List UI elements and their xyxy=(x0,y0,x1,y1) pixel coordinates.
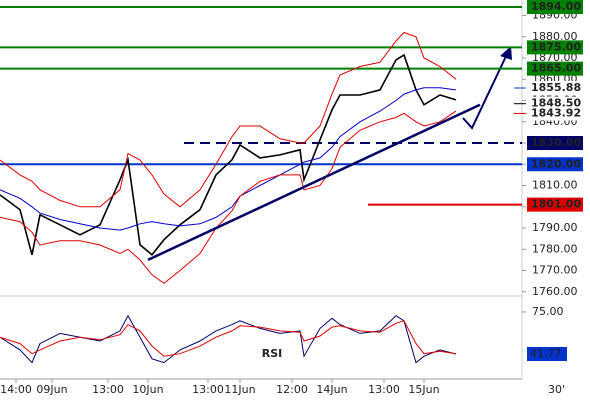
level-label-bg xyxy=(527,157,583,172)
x-tick-label: 14Jun xyxy=(316,383,347,396)
rsi-tick-label: 75.00 xyxy=(532,305,564,318)
x-tick-label: 11Jun xyxy=(224,383,255,396)
level-label-bg xyxy=(527,81,583,96)
level-label: 1855.88 xyxy=(531,81,581,94)
level-label: 1894.00 xyxy=(531,0,581,13)
x-tick-label: 15Jun xyxy=(408,383,439,396)
level-label: 1843.92 xyxy=(531,106,581,119)
rsi-last-bg xyxy=(527,346,567,361)
level-label-bg xyxy=(527,61,583,76)
forecast-arrow xyxy=(462,51,509,130)
price-line xyxy=(0,87,457,231)
level-label: 1865.00 xyxy=(531,62,581,75)
x-tick-label: 14:00 xyxy=(0,383,32,396)
x-tick-label: 13:00 xyxy=(192,383,224,396)
rsi-label: RSI xyxy=(262,347,283,360)
level-label-bg xyxy=(527,106,583,121)
x-unit-label: 30' xyxy=(548,383,565,396)
rsi-last-label: 41.77 xyxy=(530,347,562,360)
x-tick-label: 12:00 xyxy=(276,383,308,396)
y-tick-label: 1790.00 xyxy=(532,221,578,234)
x-tick-label: 09Jun xyxy=(36,383,67,396)
level-label-bg xyxy=(527,136,583,151)
level-label-bg xyxy=(527,0,583,15)
forecast-arrow-head xyxy=(500,46,512,60)
y-tick-label: 1810.00 xyxy=(532,179,578,192)
level-label: 1830.00 xyxy=(531,136,581,149)
rsi-line xyxy=(0,320,457,357)
level-label: 1820.00 xyxy=(531,157,581,170)
x-tick-label: 13:00 xyxy=(368,383,400,396)
x-tick-label: 10Jun xyxy=(132,383,163,396)
y-tick-label: 1770.00 xyxy=(532,264,578,277)
price-line xyxy=(0,31,457,208)
level-label: 1875.00 xyxy=(531,40,581,53)
price-line xyxy=(0,110,457,284)
price-line xyxy=(0,53,457,256)
y-tick-label: 1780.00 xyxy=(532,242,578,255)
x-tick-label: 13:00 xyxy=(92,383,124,396)
level-label-bg xyxy=(527,40,583,55)
level-label: 1801.00 xyxy=(531,198,581,211)
y-tick-label: 1880.00 xyxy=(532,30,578,43)
y-tick-label: 1760.00 xyxy=(532,285,578,298)
trendline xyxy=(147,103,481,262)
level-label-bg xyxy=(527,197,583,212)
